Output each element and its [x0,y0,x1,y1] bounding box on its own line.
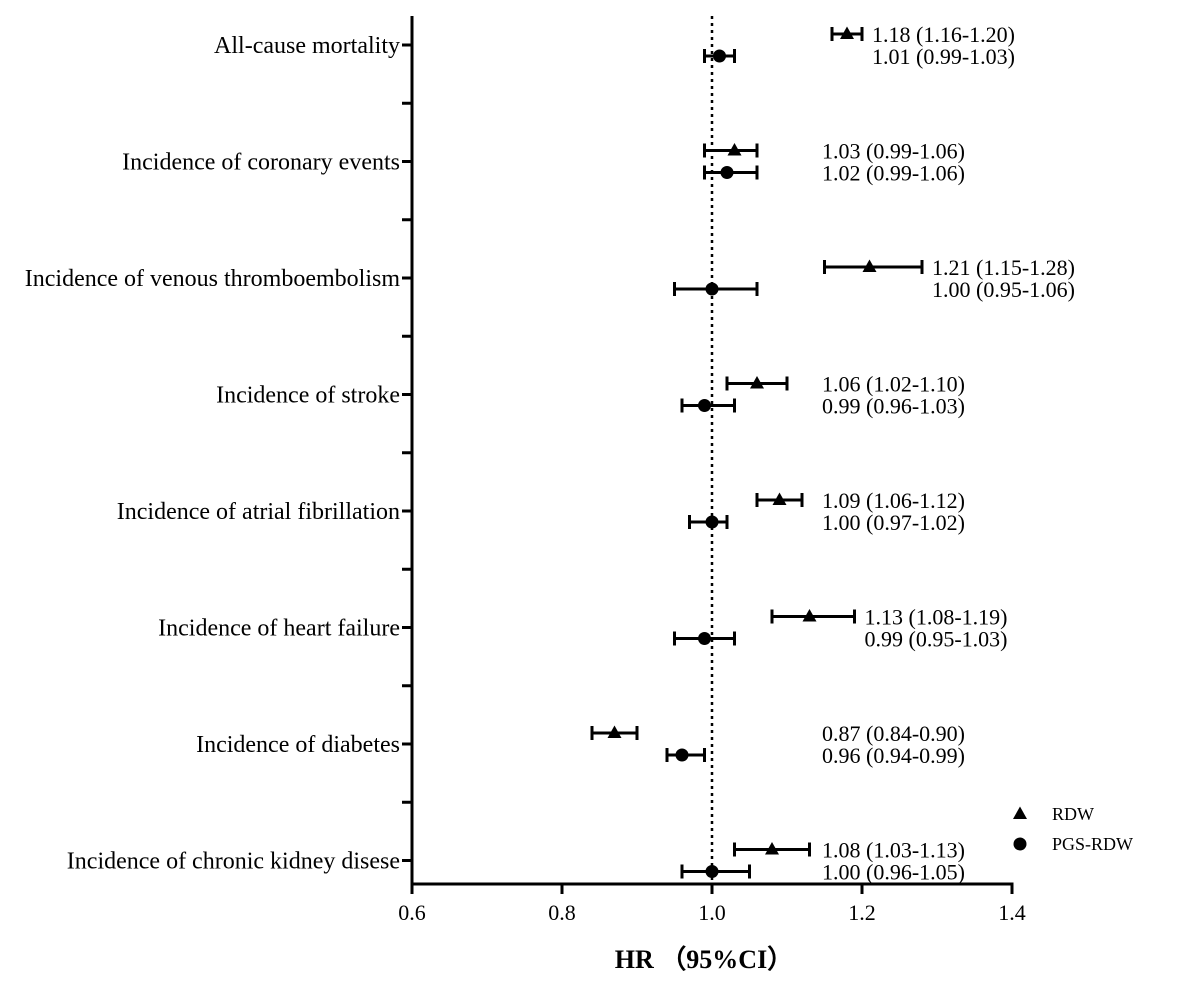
legend-item-pgs-rdw: PGS-RDW [1013,834,1133,854]
category-label: Incidence of chronic kidney disese [67,849,400,875]
plot-row: Incidence of diabetes 0.87 (0.84-0.90)0.9… [196,721,965,768]
series-rdw-mark [770,608,856,624]
point-circle [705,515,719,529]
category-label: Incidence of diabetes [196,732,400,758]
category-label: Incidence of stroke [216,383,400,409]
x-tick-label: 1.4 [998,900,1026,925]
value-label: 0.99 (0.95-1.03) [865,627,1008,652]
x-tick-label: 0.8 [548,900,576,925]
value-label: 1.09 (1.06-1.12) [822,488,965,513]
point-triangle [750,375,764,389]
x-tick-label: 1.0 [698,900,726,925]
value-label: 1.08 (1.03-1.13) [822,838,965,863]
point-triangle [840,26,854,40]
series-rdw-mark [823,259,924,274]
plot-row: Incidence of stroke 1.06 (1.02-1.10)0.99 … [216,372,965,419]
value-label: 1.21 (1.15-1.28) [932,255,1075,280]
series-pgs-rdw-mark [703,165,759,180]
axes: 0.6 0.8 1.0 1.2 1.4 [398,16,1026,925]
plot-rows: All-cause mortality 1.18 (1.16-1.20)1.01 … [25,22,1075,885]
series-pgs-rdw-mark [665,748,706,762]
category-label: All-cause mortality [214,33,400,59]
series-pgs-rdw-mark [703,49,736,63]
point-circle [698,632,711,645]
value-label: 1.18 (1.16-1.20) [872,22,1015,47]
plot-row: Incidence of venous thromboembolism 1.21 … [25,255,1075,302]
legend: RDW PGS-RDW [1013,804,1133,854]
value-label: 0.87 (0.84-0.90) [822,721,965,746]
series-pgs-rdw-mark [673,282,759,296]
series-rdw-mark [725,375,789,391]
value-label: 1.00 (0.95-1.06) [932,277,1075,302]
series-pgs-rdw-mark [673,631,736,646]
point-triangle [727,142,742,156]
point-circle [720,166,734,179]
series-pgs-rdw-mark [688,515,729,529]
legend-label: PGS-RDW [1052,834,1133,854]
series-rdw-mark [590,725,639,740]
category-label: Incidence of atrial fibrillation [117,499,400,525]
plot-row: All-cause mortality 1.18 (1.16-1.20)1.01 … [214,22,1015,69]
series-rdw-mark [830,26,864,41]
legend-circle-icon [1013,837,1027,851]
series-pgs-rdw-mark [680,864,751,879]
legend-item-rdw: RDW [1013,804,1094,824]
category-label: Incidence of heart failure [158,616,400,642]
value-label: 1.13 (1.08-1.19) [865,605,1008,630]
value-label: 1.01 (0.99-1.03) [872,44,1015,69]
point-circle [705,282,719,296]
plot-row: Incidence of atrial fibrillation 1.09 (1.… [117,488,965,535]
point-triangle [607,725,622,739]
value-label: 0.99 (0.96-1.03) [822,394,965,419]
point-triangle [772,492,787,506]
value-label: 1.02 (0.99-1.06) [822,161,965,186]
value-label: 1.00 (0.97-1.02) [822,510,965,535]
category-label: Incidence of venous thromboembolism [25,266,401,292]
x-tick-label: 1.2 [848,900,876,925]
legend-triangle-icon [1013,806,1027,820]
series-rdw-mark [733,841,811,857]
point-triangle [862,259,877,273]
point-triangle [765,841,779,855]
plot-row: Incidence of chronic kidney disese 1.08 (… [67,838,965,885]
series-pgs-rdw-mark [680,398,736,413]
value-label: 1.00 (0.96-1.05) [822,860,965,885]
category-label: Incidence of coronary events [122,150,400,176]
series-rdw-mark [755,492,804,507]
point-circle [705,865,719,878]
x-tick-label: 0.6 [398,900,426,925]
point-circle [713,49,726,63]
series-rdw-mark [703,142,759,158]
value-label: 1.03 (0.99-1.06) [822,139,965,164]
x-axis-label: HR （95%CI） [615,945,793,974]
value-label: 1.06 (1.02-1.10) [822,372,965,397]
plot-row: Incidence of coronary events 1.03 (0.99-1… [122,139,965,186]
point-triangle [802,608,817,622]
plot-row: Incidence of heart failure 1.13 (1.08-1.1… [158,605,1007,652]
point-circle [675,748,689,762]
point-circle [698,399,711,412]
legend-label: RDW [1052,804,1094,824]
value-label: 0.96 (0.94-0.99) [822,743,965,768]
